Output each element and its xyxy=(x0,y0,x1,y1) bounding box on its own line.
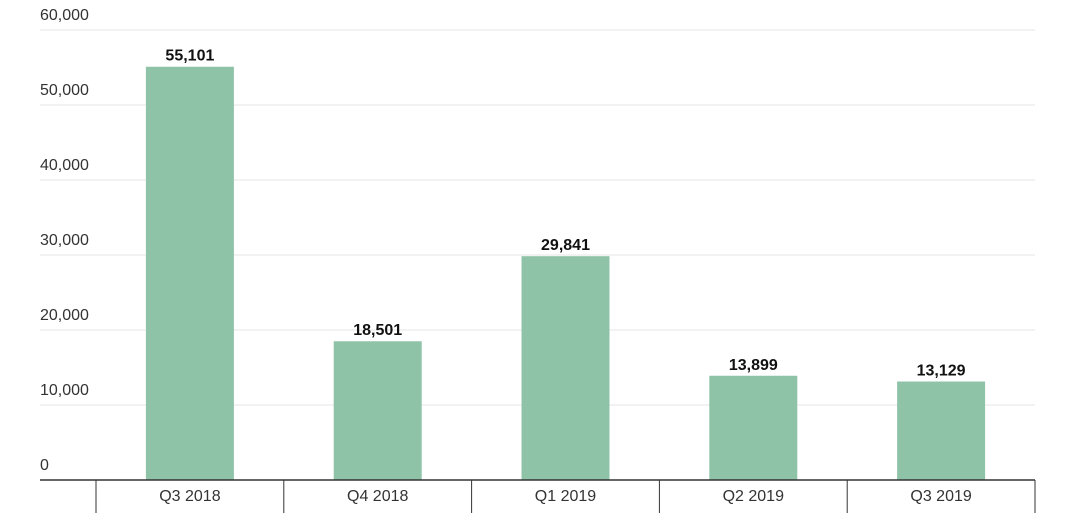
bars xyxy=(145,66,986,481)
bar xyxy=(897,381,986,480)
bar-value-label: 13,129 xyxy=(917,363,966,380)
y-tick-label: 0 xyxy=(40,457,49,474)
bar xyxy=(709,375,798,480)
x-tick-label: Q4 2018 xyxy=(347,488,408,505)
bar-value-labels: 55,101 18,501 29,841 13,899 13,129 xyxy=(165,48,965,380)
bar-value-label: 18,501 xyxy=(353,322,402,339)
bar-value-label: 29,841 xyxy=(541,237,590,254)
bar-value-label: 55,101 xyxy=(165,48,214,65)
x-tick-label: Q3 2019 xyxy=(910,488,971,505)
y-tick-label: 20,000 xyxy=(40,307,89,324)
y-tick-label: 60,000 xyxy=(40,7,89,24)
y-tick-label: 10,000 xyxy=(40,382,89,399)
bar xyxy=(333,341,422,480)
y-tick-label: 50,000 xyxy=(40,82,89,99)
bar xyxy=(145,66,234,481)
bar-value-label: 13,899 xyxy=(729,357,778,374)
y-axis-tick-labels: 0 10,000 20,000 30,000 40,000 50,000 60,000 xyxy=(40,7,89,474)
x-axis xyxy=(40,479,1036,513)
x-axis-tick-labels: Q3 2018 Q4 2018 Q1 2019 Q2 2019 Q3 2019 xyxy=(159,488,972,505)
bar xyxy=(521,256,610,480)
x-tick-label: Q3 2018 xyxy=(159,488,220,505)
y-tick-label: 40,000 xyxy=(40,157,89,174)
x-tick-label: Q2 2019 xyxy=(723,488,784,505)
x-tick-label: Q1 2019 xyxy=(535,488,596,505)
y-tick-label: 30,000 xyxy=(40,232,89,249)
